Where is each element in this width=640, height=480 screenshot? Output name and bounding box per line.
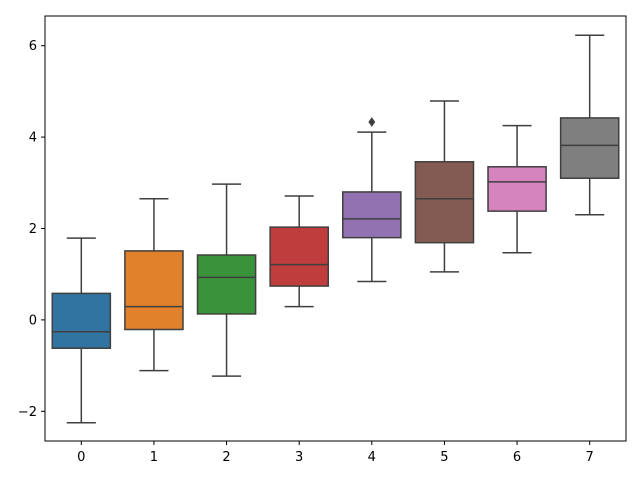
box-0 [51,292,112,349]
box-2 [196,254,257,315]
box-7 [559,117,620,179]
x-axis: 0 1 2 3 4 5 6 7 [77,441,594,465]
x-tick-label: 7 [586,450,594,465]
boxes-layer [51,34,620,424]
outlier-marker [368,117,376,127]
box-1 [124,250,184,331]
box-group-2 [196,183,257,377]
box-group-5 [414,100,475,273]
x-tick-label: 0 [77,450,85,465]
y-axis: −2 0 2 4 6 [18,39,45,420]
y-tick-label: 2 [29,222,37,237]
x-tick-label: 6 [513,450,521,465]
box-group-4 [342,117,402,283]
box-group-1 [124,198,184,372]
x-tick-label: 5 [440,450,448,465]
y-tick-label: 4 [29,131,37,146]
box-group-0 [51,237,112,424]
x-tick-label: 1 [150,450,158,465]
box-6 [487,166,547,212]
x-tick-label: 4 [368,450,376,465]
axes-frame [44,15,627,442]
box-group-3 [269,195,329,308]
box-4 [342,191,402,239]
y-tick-label: 0 [29,313,37,328]
x-tick-label: 2 [222,450,230,465]
y-tick-label: 6 [29,39,37,54]
x-tick-label: 3 [295,450,303,465]
box-3 [269,226,329,287]
box-group-6 [487,124,547,254]
box-group-7 [559,34,620,216]
y-tick-label: −2 [18,405,37,420]
box-5 [414,161,475,244]
